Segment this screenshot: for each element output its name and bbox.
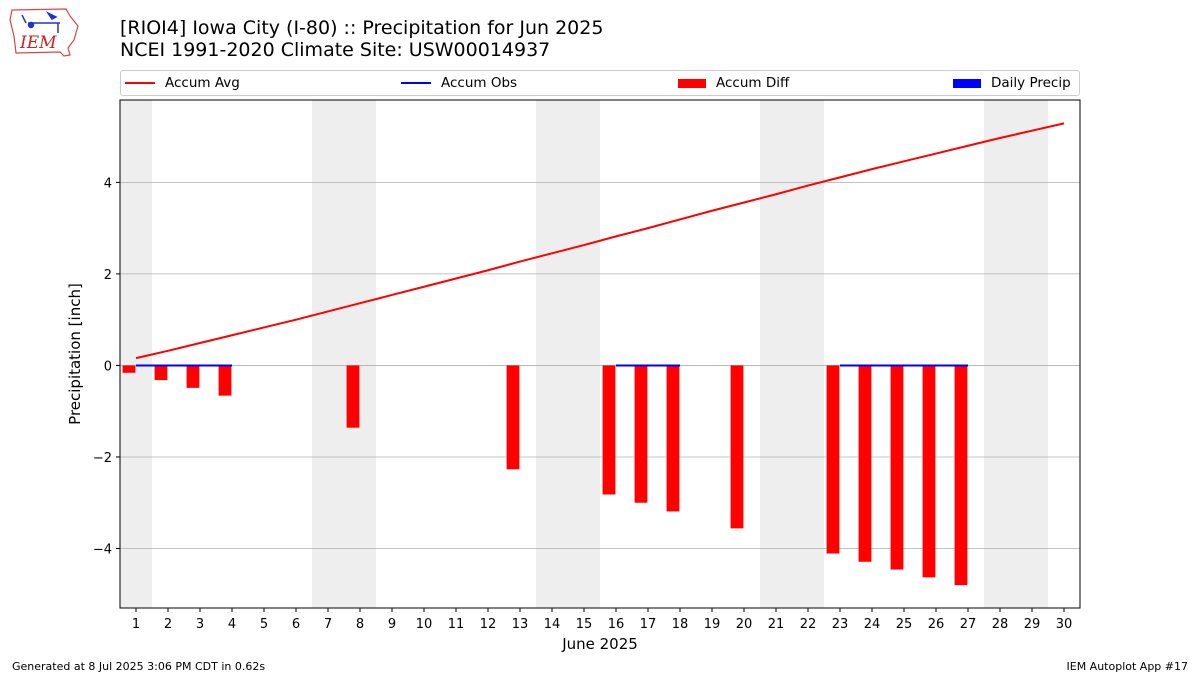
- x-tick-label: 10: [416, 617, 433, 632]
- y-tick-label: 2: [104, 268, 112, 283]
- x-tick-label: 4: [228, 617, 236, 632]
- footer-generated: Generated at 8 Jul 2025 3:06 PM CDT in 0…: [12, 660, 266, 673]
- plot-frame: [119, 99, 1081, 609]
- y-tick-label: 4: [104, 176, 112, 191]
- y-tick-label: −4: [93, 543, 112, 558]
- x-tick-label: 14: [544, 617, 561, 632]
- y-tick-label: 0: [104, 359, 112, 374]
- x-tick-label: 13: [512, 617, 529, 632]
- x-tick-label: 6: [292, 617, 300, 632]
- x-tick-label: 22: [800, 617, 817, 632]
- accum-diff-bar: [634, 365, 648, 503]
- legend-item-daily-precip: Daily Precip: [953, 71, 1071, 95]
- chart-title: [RIOI4] Iowa City (I-80) :: Precipitatio…: [120, 17, 604, 39]
- x-tick-label: 24: [864, 617, 881, 632]
- x-tick-label: 18: [672, 617, 689, 632]
- x-tick-label: 3: [196, 617, 204, 632]
- x-tick-label: 12: [480, 617, 497, 632]
- accum-avg-line-group: [135, 122, 1065, 360]
- x-tick-label: 26: [928, 617, 945, 632]
- weekend-shading: [120, 100, 1048, 608]
- x-tick-label: 21: [768, 617, 785, 632]
- x-tick-label: 1: [132, 617, 140, 632]
- accum-diff-bar: [506, 365, 520, 470]
- accum-diff-bar: [186, 365, 200, 388]
- accum-diff-bar: [218, 365, 232, 396]
- legend: Accum Avg Accum Obs Accum Diff Daily Pre…: [120, 70, 1080, 96]
- accum-diff-bar: [346, 365, 360, 428]
- legend-swatch-accum-obs: [401, 82, 431, 84]
- accum-diff-bar: [666, 365, 680, 512]
- legend-swatch-accum-avg: [125, 82, 155, 84]
- accum-diff-bar: [602, 365, 616, 495]
- x-tick-label: 2: [164, 617, 172, 632]
- legend-label-accum-avg: Accum Avg: [165, 75, 240, 91]
- legend-item-accum-diff: Accum Diff: [678, 71, 789, 95]
- accum-diff-bar: [154, 365, 168, 381]
- legend-swatch-accum-diff: [678, 78, 706, 88]
- x-tick-label: 27: [960, 617, 977, 632]
- weekend-band-3: [760, 100, 824, 608]
- accum-avg-line: [135, 122, 1065, 360]
- weather-station-icon: [21, 11, 60, 33]
- x-tick-label: 20: [736, 617, 753, 632]
- accum-diff-bar: [826, 365, 840, 554]
- accum-diff-bar: [954, 365, 968, 586]
- x-tick-label: 8: [356, 617, 364, 632]
- accum-diff-bar: [122, 365, 136, 373]
- x-tick-label: 5: [260, 617, 268, 632]
- x-tick-label: 7: [324, 617, 332, 632]
- gridlines: [120, 181, 1080, 549]
- x-tick-label: 9: [388, 617, 396, 632]
- accum-diff-bar: [730, 365, 744, 529]
- weekend-band-4: [984, 100, 1048, 608]
- accum-diff-bar: [858, 365, 872, 562]
- legend-item-accum-avg: Accum Avg: [125, 71, 240, 95]
- chart-subtitle: NCEI 1991-2020 Climate Site: USW00014937: [120, 39, 551, 61]
- x-axis-label: June 2025: [561, 635, 638, 653]
- legend-label-daily-precip: Daily Precip: [991, 75, 1071, 91]
- accum-diff-bars: [122, 365, 968, 586]
- x-tick-label: 16: [608, 617, 625, 632]
- iowa-outline-icon: [9, 8, 79, 57]
- x-tick-label: 19: [704, 617, 721, 632]
- logo-text: IEM: [19, 33, 57, 53]
- x-tick-label: 30: [1056, 617, 1073, 632]
- x-tick-label: 23: [832, 617, 849, 632]
- weekend-band-2: [536, 100, 600, 608]
- y-axis-ticks: −4 −2 0 2 4: [93, 176, 120, 558]
- weekend-band-1: [312, 100, 376, 608]
- footer-app: IEM Autoplot App #17: [1066, 660, 1189, 673]
- x-tick-label: 29: [1024, 617, 1041, 632]
- y-axis-label: Precipitation [inch]: [66, 283, 84, 425]
- x-tick-label: 11: [448, 617, 465, 632]
- iem-logo: IEM: [9, 8, 79, 57]
- x-tick-label: 25: [896, 617, 913, 632]
- x-axis-ticks: 1 2 3 4 5 6 7 8 9 10 11 12 13 14 15 16 17 18 19 20 21 22 23 24 2…: [132, 608, 1072, 632]
- weekend-band-0: [120, 100, 152, 608]
- x-tick-label: 15: [576, 617, 593, 632]
- y-tick-label: −2: [93, 451, 112, 466]
- legend-swatch-daily-precip: [953, 78, 981, 88]
- x-tick-label: 17: [640, 617, 657, 632]
- legend-label-accum-obs: Accum Obs: [441, 75, 518, 91]
- x-tick-label: 28: [992, 617, 1009, 632]
- legend-label-accum-diff: Accum Diff: [716, 75, 790, 91]
- legend-item-accum-obs: Accum Obs: [401, 71, 517, 95]
- accum-diff-bar: [922, 365, 936, 578]
- accum-diff-bar: [890, 365, 904, 570]
